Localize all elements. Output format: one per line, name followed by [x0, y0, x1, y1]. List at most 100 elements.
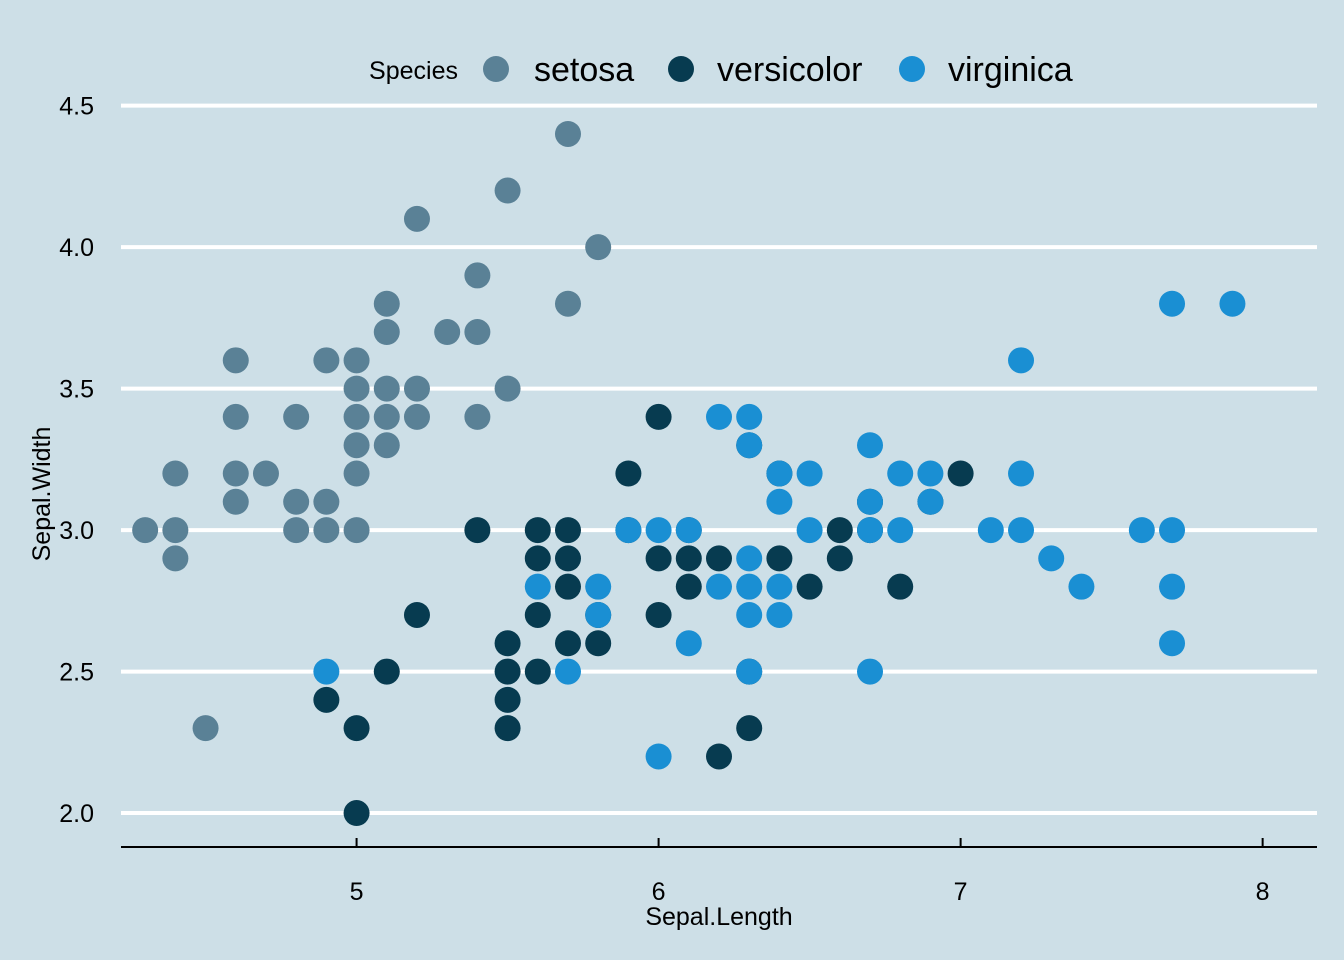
- point-versicolor: [706, 545, 732, 572]
- y-tick-label: 2.5: [59, 659, 94, 687]
- point-virginica: [736, 601, 763, 628]
- y-axis-title: Sepal.Width: [28, 427, 56, 562]
- point-virginica: [585, 573, 612, 600]
- point-versicolor: [554, 630, 581, 657]
- point-versicolor: [645, 601, 672, 628]
- point-setosa: [554, 290, 581, 317]
- x-axis-ticks: 5 6 7 8: [350, 838, 1270, 906]
- point-virginica: [917, 460, 944, 487]
- point-virginica: [585, 601, 612, 628]
- y-tick-label: 2.0: [59, 800, 94, 828]
- point-versicolor: [554, 545, 581, 572]
- legend-title: Species: [369, 57, 458, 85]
- point-versicolor: [615, 460, 642, 487]
- x-axis-title: Sepal.Length: [645, 903, 792, 931]
- point-versicolor: [826, 517, 853, 544]
- point-virginica: [736, 545, 763, 572]
- point-setosa: [373, 375, 400, 402]
- point-virginica: [1159, 573, 1186, 600]
- point-versicolor: [645, 403, 672, 430]
- legend-label-versicolor: versicolor: [717, 51, 862, 89]
- point-versicolor: [494, 715, 521, 742]
- point-virginica: [917, 488, 944, 515]
- point-setosa: [283, 517, 310, 544]
- point-setosa: [343, 403, 370, 430]
- point-setosa: [434, 319, 461, 346]
- point-virginica: [706, 403, 732, 430]
- point-setosa: [343, 375, 370, 402]
- point-virginica: [645, 517, 672, 544]
- point-virginica: [1008, 517, 1035, 544]
- legend-items: setosa versicolor virginica: [483, 51, 1073, 89]
- point-versicolor: [524, 658, 551, 685]
- point-virginica: [857, 488, 884, 515]
- point-setosa: [283, 488, 310, 515]
- point-setosa: [313, 488, 340, 515]
- point-virginica: [675, 630, 702, 657]
- point-virginica: [645, 743, 672, 770]
- legend-swatch-setosa: [483, 56, 509, 82]
- legend-swatch-versicolor: [668, 56, 694, 82]
- point-versicolor: [524, 517, 551, 544]
- point-setosa: [373, 432, 400, 459]
- point-virginica: [857, 517, 884, 544]
- point-setosa: [192, 715, 219, 742]
- point-virginica: [736, 573, 763, 600]
- x-tick-label: 8: [1256, 878, 1270, 906]
- point-versicolor: [766, 545, 793, 572]
- y-tick-label: 3.5: [59, 376, 94, 404]
- point-setosa: [373, 403, 400, 430]
- legend-item-setosa: setosa: [483, 51, 634, 89]
- point-versicolor: [554, 517, 581, 544]
- y-tick-label: 4.0: [59, 234, 94, 262]
- point-virginica: [766, 488, 793, 515]
- point-setosa: [464, 319, 491, 346]
- point-setosa: [464, 403, 491, 430]
- point-versicolor: [706, 743, 732, 770]
- point-virginica: [554, 658, 581, 685]
- point-setosa: [162, 517, 189, 544]
- series-virginica: [313, 290, 1246, 770]
- point-versicolor: [524, 601, 551, 628]
- point-virginica: [1159, 517, 1186, 544]
- y-tick-label: 3.0: [59, 517, 94, 545]
- legend-label-setosa: setosa: [534, 51, 634, 89]
- point-versicolor: [494, 686, 521, 713]
- point-virginica: [887, 517, 914, 544]
- series-setosa: [132, 120, 612, 742]
- legend-label-virginica: virginica: [948, 51, 1073, 89]
- x-tick-label: 7: [954, 878, 968, 906]
- point-virginica: [1068, 573, 1095, 600]
- series-versicolor: [313, 403, 974, 827]
- point-versicolor: [554, 573, 581, 600]
- point-setosa: [343, 432, 370, 459]
- point-versicolor: [675, 545, 702, 572]
- point-virginica: [857, 432, 884, 459]
- point-virginica: [615, 517, 642, 544]
- y-axis-ticks: 2.0 2.5 3.0 3.5 4.0 4.5: [59, 93, 94, 828]
- point-setosa: [343, 517, 370, 544]
- point-setosa: [464, 262, 491, 289]
- point-virginica: [1159, 630, 1186, 657]
- point-versicolor: [947, 460, 974, 487]
- point-setosa: [403, 403, 430, 430]
- point-virginica: [524, 573, 551, 600]
- point-versicolor: [585, 630, 612, 657]
- point-virginica: [1219, 290, 1246, 317]
- point-virginica: [796, 517, 823, 544]
- point-virginica: [1128, 517, 1155, 544]
- point-setosa: [252, 460, 279, 487]
- y-tick-label: 4.5: [59, 93, 94, 121]
- point-versicolor: [373, 658, 400, 685]
- point-virginica: [766, 573, 793, 600]
- point-versicolor: [313, 686, 340, 713]
- point-setosa: [403, 205, 430, 232]
- point-virginica: [887, 460, 914, 487]
- point-virginica: [857, 658, 884, 685]
- point-versicolor: [645, 545, 672, 572]
- point-setosa: [222, 347, 249, 374]
- point-versicolor: [675, 573, 702, 600]
- point-virginica: [796, 460, 823, 487]
- point-setosa: [343, 460, 370, 487]
